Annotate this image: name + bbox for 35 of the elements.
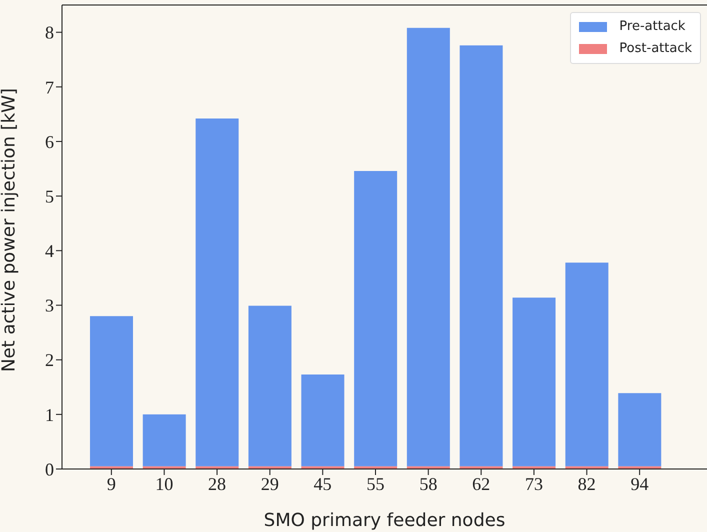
y-tick-label: 7 [45, 77, 54, 98]
y-tick-label: 2 [45, 350, 54, 370]
bar [196, 118, 239, 466]
x-tick-label: 82 [578, 474, 596, 494]
x-tick-label: 94 [630, 474, 649, 494]
bar [460, 45, 503, 466]
x-tick-label: 73 [524, 474, 543, 494]
x-tick-label: 55 [366, 474, 384, 494]
y-tick-label: 8 [45, 22, 54, 43]
y-tick-label: 6 [45, 132, 54, 152]
bar [618, 393, 662, 466]
x-tick-label: 45 [314, 474, 332, 494]
y-axis-title: Net active power injection [kW] [0, 88, 20, 372]
bar [406, 28, 450, 466]
legend-label: Pre-attack [619, 18, 686, 36]
x-tick-label: 28 [208, 474, 226, 494]
y-tick-label: 4 [45, 241, 54, 262]
bar [248, 306, 292, 466]
bar [90, 316, 133, 466]
x-axis-title: SMO primary feeder nodes [264, 510, 506, 531]
x-tick-label: 9 [106, 474, 116, 494]
y-tick-label: 3 [45, 296, 54, 316]
bar [142, 414, 186, 466]
legend-label: Post-attack [619, 40, 692, 58]
y-tick-label: 1 [45, 404, 54, 425]
x-tick-label: 58 [419, 474, 438, 494]
x-tick-label: 62 [472, 474, 490, 494]
bar [565, 262, 608, 466]
x-tick-label: 29 [260, 474, 279, 494]
bar [354, 170, 398, 466]
x-tick-label: 10 [155, 474, 174, 494]
bar [512, 298, 556, 466]
y-tick-label: 0 [45, 459, 54, 480]
bar [301, 374, 344, 466]
y-tick-label: 5 [45, 186, 54, 206]
